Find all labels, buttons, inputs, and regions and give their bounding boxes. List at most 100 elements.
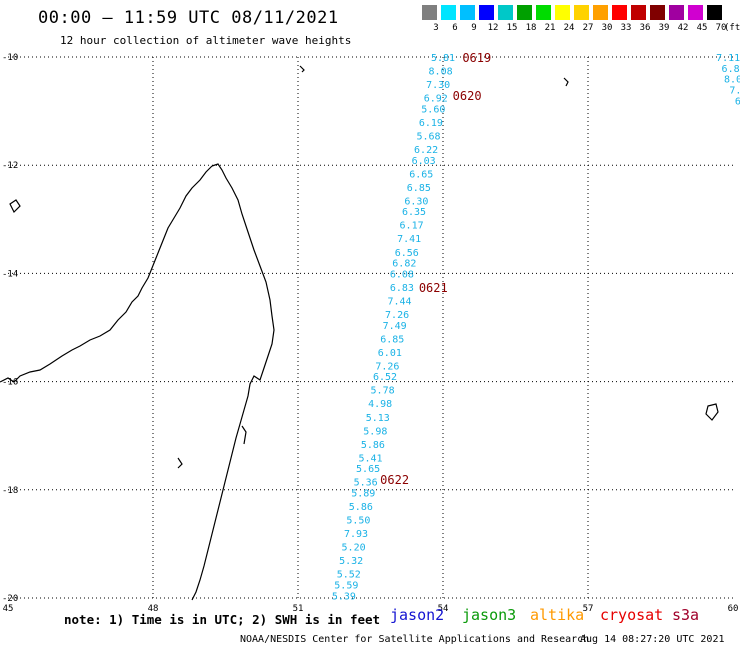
- time-mark: 0620: [453, 89, 482, 103]
- lat-label: -16: [2, 378, 18, 388]
- lat-label: -18: [2, 486, 18, 496]
- wave-height-value: 7.49: [383, 321, 407, 332]
- legend-swatch: [498, 5, 513, 20]
- legend-label: 18: [525, 23, 537, 33]
- wave-height-value: 5.60: [421, 104, 445, 115]
- legend-label: 6: [452, 23, 458, 33]
- map-title: 00:00 – 11:59 UTC 08/11/2021: [38, 8, 339, 28]
- wave-height-value: 5.89: [351, 489, 375, 500]
- wave-height-value: 5.78: [371, 386, 395, 397]
- map-subtitle: 12 hour collection of altimeter wave hei…: [60, 34, 352, 47]
- legend-label: 15: [506, 23, 518, 33]
- time-mark: 0619: [462, 51, 491, 65]
- wave-height-value: 6: [735, 96, 740, 107]
- wave-height-value: 5.68: [416, 131, 440, 142]
- legend-swatch: [479, 5, 494, 20]
- lon-label: 51: [293, 604, 304, 614]
- lat-label: -14: [2, 269, 18, 279]
- wave-height-value: 5.20: [342, 543, 366, 554]
- wave-height-value: 5.13: [366, 413, 390, 424]
- small-islet-b: [299, 65, 305, 73]
- legend-label: 3: [433, 23, 439, 33]
- legend-swatch: [612, 5, 627, 20]
- footer-note: note: 1) Time is in UTC; 2) SWH is in fe…: [64, 612, 381, 627]
- wave-height-value: 7.93: [344, 529, 368, 540]
- wave-height-value: 5.52: [337, 570, 361, 581]
- wave-height-value: 8.0: [724, 75, 740, 86]
- legend-swatch: [517, 5, 532, 20]
- wave-height-value: 6.92: [424, 94, 448, 105]
- legend-swatch: [593, 5, 608, 20]
- legend-swatch: [631, 5, 646, 20]
- wave-height-value: 6.01: [378, 348, 402, 359]
- legend-label: 27: [582, 23, 594, 33]
- generation-timestamp: Aug 14 08:27:20 UTC 2021: [580, 634, 725, 645]
- wave-height-value: 6.22: [414, 145, 438, 156]
- wave-height-value: 7.11: [716, 53, 740, 64]
- legend-label: 39: [658, 23, 670, 33]
- credit-text: NOAA/NESDIS Center for Satellite Applica…: [240, 634, 590, 645]
- lon-label: 60: [728, 604, 739, 614]
- legend-swatch: [688, 5, 703, 20]
- lat-label: -10: [2, 53, 18, 63]
- wave-height-value: 5.98: [363, 426, 387, 437]
- nosy-be-island: [9, 199, 21, 214]
- lon-label: 48: [148, 604, 159, 614]
- satellite-s3a: s3a: [672, 606, 700, 624]
- legend-unit: (ft): [724, 23, 740, 33]
- satellite-cryosat: cryosat: [600, 606, 664, 624]
- time-mark: 0621: [419, 281, 448, 295]
- satellite-jason2: jason2: [390, 606, 445, 624]
- wave-height-value: 7.44: [387, 296, 411, 307]
- legend-label: 21: [544, 23, 556, 33]
- wave-height-value: 5.86: [361, 440, 385, 451]
- wave-height-value: 5.65: [356, 464, 380, 475]
- lat-label: -20: [2, 594, 18, 604]
- wave-height-value: 6.85: [380, 334, 404, 345]
- wave-height-value: 5.39: [332, 591, 356, 602]
- legend-swatch: [460, 5, 475, 20]
- small-islet-a: [563, 77, 569, 87]
- wave-height-value: 6.65: [409, 169, 433, 180]
- legend-label: 24: [563, 23, 575, 33]
- legend-label: 36: [639, 23, 651, 33]
- wave-height-value: 7.: [729, 85, 740, 96]
- wave-height-value: 5.81: [431, 53, 455, 64]
- legend-swatch: [441, 5, 456, 20]
- lon-label: 54: [438, 604, 449, 614]
- lon-label: 45: [3, 604, 14, 614]
- st-marie-island: [241, 425, 247, 445]
- satellite-jason3: jason3: [462, 606, 517, 624]
- wave-height-value: 6.30: [404, 196, 428, 207]
- legend-label: 70: [715, 23, 727, 33]
- wave-height-value: 5.41: [358, 453, 382, 464]
- legend-swatch: [669, 5, 684, 20]
- time-mark: 0622: [380, 473, 409, 487]
- wave-height-value: 6.17: [400, 221, 424, 232]
- wave-height-value: 6.19: [419, 118, 443, 129]
- wave-height-value: 5.36: [354, 478, 378, 489]
- wave-height-value: 6.83: [390, 283, 414, 294]
- madagascar-outline: [0, 163, 275, 601]
- wave-height-value: 8.08: [429, 67, 453, 78]
- wave-height-value: 6.52: [373, 372, 397, 383]
- wave-height-value: 6.82: [392, 259, 416, 270]
- madagascar-coastline: [0, 65, 719, 601]
- small-islet-c: [177, 457, 183, 469]
- reunion-like-islet: [705, 403, 719, 421]
- altimeter-track: 5.81 8.08 7.30 6.925.60 6.19 5.68 6.226.03 6.65…: [332, 53, 740, 602]
- wave-height-value: 7.26: [375, 361, 399, 372]
- wave-height-value: 7.30: [426, 80, 450, 91]
- wave-height-value: 7.41: [397, 234, 421, 245]
- wave-height-value: 6.03: [412, 156, 436, 167]
- legend-swatch: [574, 5, 589, 20]
- legend-swatch: [422, 5, 437, 20]
- legend-label: 12: [487, 23, 499, 33]
- map-frame: [8, 57, 733, 598]
- legend-label: 33: [620, 23, 632, 33]
- wave-height-value: 5.50: [346, 516, 370, 527]
- legend-swatch: [555, 5, 570, 20]
- satellite-altika: altika: [530, 606, 585, 624]
- wave-height-value: 5.86: [349, 502, 373, 513]
